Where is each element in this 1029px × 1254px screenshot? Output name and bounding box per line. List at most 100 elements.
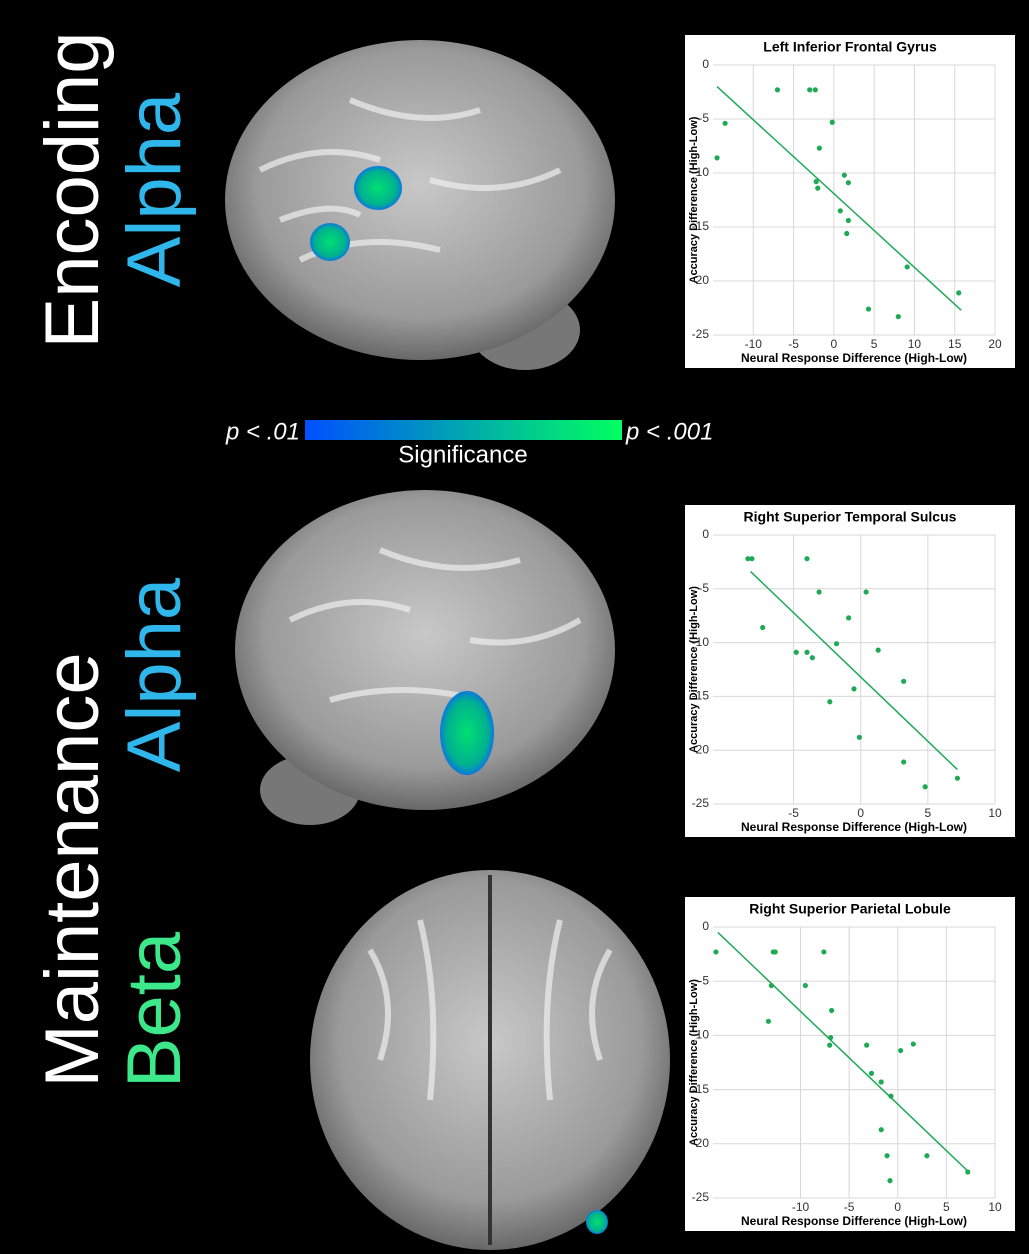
data-point bbox=[965, 1169, 970, 1174]
y-axis-label: Accuracy Difference (High-Low) bbox=[688, 586, 700, 753]
data-point bbox=[766, 1019, 771, 1024]
colorbar-label: Significance bbox=[398, 441, 527, 468]
y-tick-label: -20 bbox=[692, 1136, 710, 1150]
data-point bbox=[807, 87, 812, 92]
x-tick-label: 0 bbox=[894, 1200, 901, 1214]
x-tick-label: 5 bbox=[943, 1200, 950, 1214]
data-point bbox=[884, 1153, 889, 1158]
x-tick-label: 5 bbox=[925, 806, 932, 820]
chart-panel bbox=[685, 505, 1015, 837]
data-point bbox=[803, 983, 808, 988]
data-point bbox=[773, 949, 778, 954]
x-tick-label: 10 bbox=[908, 337, 922, 351]
data-point bbox=[924, 1153, 929, 1158]
data-point bbox=[844, 231, 849, 236]
data-point bbox=[760, 625, 765, 630]
chart-title: Right Superior Parietal Lobule bbox=[749, 901, 951, 917]
data-point bbox=[830, 120, 835, 125]
x-tick-label: 0 bbox=[857, 806, 864, 820]
colorbar-min: p < .01 bbox=[225, 418, 300, 445]
y-tick-label: 0 bbox=[702, 527, 709, 541]
data-point bbox=[901, 679, 906, 684]
x-tick-label: 10 bbox=[988, 806, 1002, 820]
brain-axial bbox=[310, 870, 670, 1250]
stage-label: Encoding bbox=[30, 32, 115, 349]
y-tick-label: -5 bbox=[698, 973, 709, 987]
data-point bbox=[804, 556, 809, 561]
y-tick-label: -15 bbox=[692, 1082, 710, 1096]
data-point bbox=[888, 1094, 893, 1099]
y-tick-label: -25 bbox=[692, 1190, 710, 1204]
x-tick-label: -5 bbox=[788, 806, 799, 820]
data-point bbox=[829, 1008, 834, 1013]
data-point bbox=[842, 173, 847, 178]
y-tick-label: -25 bbox=[692, 796, 710, 810]
y-tick-label: -15 bbox=[692, 689, 710, 703]
data-point bbox=[864, 1043, 869, 1048]
chart-title: Right Superior Temporal Sulcus bbox=[744, 509, 957, 525]
y-tick-label: -25 bbox=[692, 327, 710, 341]
data-point bbox=[769, 983, 774, 988]
y-tick-label: -15 bbox=[692, 219, 710, 233]
x-tick-label: -10 bbox=[745, 337, 763, 351]
x-axis-label: Neural Response Difference (High-Low) bbox=[741, 351, 967, 365]
x-tick-label: 5 bbox=[871, 337, 878, 351]
data-point bbox=[901, 759, 906, 764]
data-point bbox=[838, 208, 843, 213]
x-tick-label: 0 bbox=[831, 337, 838, 351]
data-point bbox=[749, 556, 754, 561]
y-tick-label: -20 bbox=[692, 742, 710, 756]
data-point bbox=[869, 1071, 874, 1076]
data-point bbox=[810, 655, 815, 660]
data-point bbox=[804, 650, 809, 655]
data-point bbox=[898, 1048, 903, 1053]
y-axis-label: Accuracy Difference (High-Low) bbox=[688, 979, 700, 1146]
data-point bbox=[879, 1127, 884, 1132]
stage-label: Maintenance bbox=[30, 652, 115, 1087]
colorbar-max: p < .001 bbox=[625, 418, 713, 445]
data-point bbox=[851, 686, 856, 691]
data-point bbox=[775, 87, 780, 92]
data-point bbox=[876, 648, 881, 653]
data-point bbox=[846, 180, 851, 185]
x-tick-label: 10 bbox=[988, 1200, 1002, 1214]
data-point bbox=[713, 949, 718, 954]
band-label: Alpha bbox=[112, 92, 197, 287]
x-tick-label: -5 bbox=[844, 1200, 855, 1214]
data-point bbox=[814, 179, 819, 184]
data-point bbox=[955, 776, 960, 781]
y-tick-label: -10 bbox=[692, 1028, 710, 1042]
data-point bbox=[827, 699, 832, 704]
y-tick-label: -20 bbox=[692, 273, 710, 287]
data-point bbox=[923, 784, 928, 789]
colorbar bbox=[305, 420, 622, 440]
figure: Encoding Alpha Maintenance Alpha Beta p … bbox=[0, 0, 1029, 1254]
chart-panel bbox=[685, 897, 1015, 1231]
chart-panel bbox=[685, 35, 1015, 368]
band-label: Alpha bbox=[112, 577, 197, 772]
data-point bbox=[846, 218, 851, 223]
data-point bbox=[815, 186, 820, 191]
y-axis-label: Accuracy Difference (High-Low) bbox=[688, 116, 700, 283]
x-tick-label: 20 bbox=[988, 337, 1002, 351]
data-point bbox=[846, 615, 851, 620]
data-point bbox=[827, 1043, 832, 1048]
data-point bbox=[887, 1178, 892, 1183]
x-axis-label: Neural Response Difference (High-Low) bbox=[741, 820, 967, 834]
x-tick-label: -10 bbox=[792, 1200, 810, 1214]
x-axis-label: Neural Response Difference (High-Low) bbox=[741, 1214, 967, 1228]
y-tick-label: -5 bbox=[698, 111, 709, 125]
chart-title: Left Inferior Frontal Gyrus bbox=[763, 39, 937, 55]
data-point bbox=[905, 264, 910, 269]
band-label: Beta bbox=[112, 931, 197, 1088]
data-point bbox=[857, 735, 862, 740]
data-point bbox=[714, 155, 719, 160]
y-tick-label: -10 bbox=[692, 635, 710, 649]
data-point bbox=[834, 641, 839, 646]
data-point bbox=[794, 650, 799, 655]
x-tick-label: -5 bbox=[788, 337, 799, 351]
data-point bbox=[828, 1035, 833, 1040]
data-point bbox=[821, 949, 826, 954]
data-point bbox=[722, 121, 727, 126]
data-point bbox=[863, 589, 868, 594]
